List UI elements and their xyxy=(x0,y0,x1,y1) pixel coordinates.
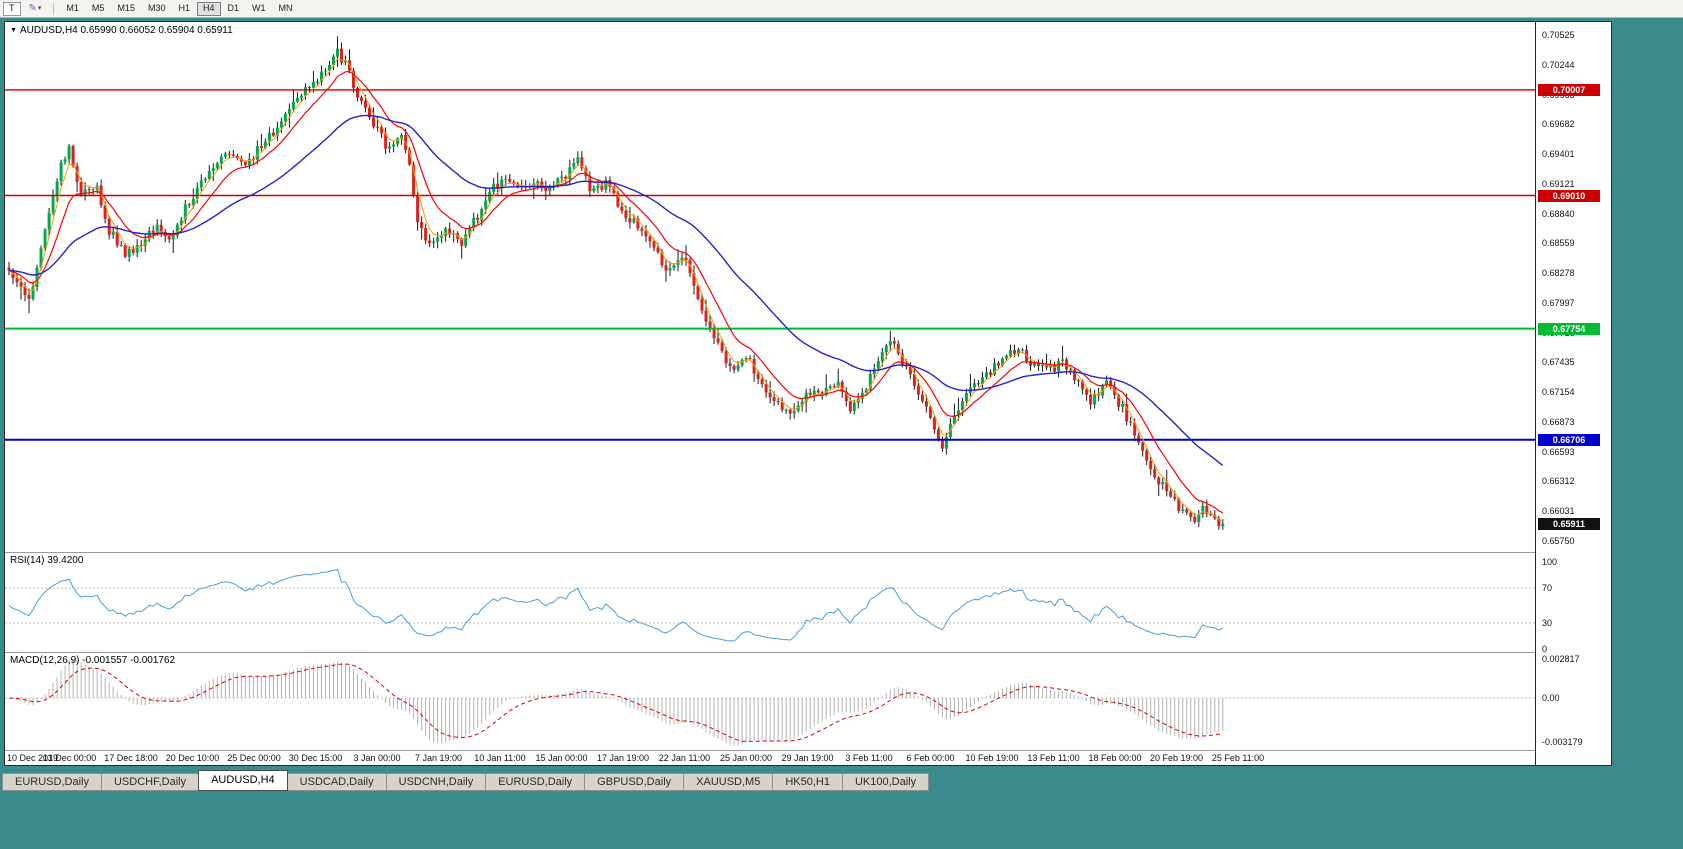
time-label: 13 Dec 00:00 xyxy=(42,753,97,763)
price-scale[interactable]: 0.705250.702440.699630.696820.694010.691… xyxy=(1535,22,1611,765)
ma-lines xyxy=(8,58,1224,522)
time-label: 10 Dec 2019 xyxy=(7,753,59,763)
time-label: 3 Jan 00:00 xyxy=(353,753,401,763)
price-tick: 0.68840 xyxy=(1542,208,1575,219)
price-tick: 0.69401 xyxy=(1542,149,1575,160)
price-tick: 0.65750 xyxy=(1542,536,1575,546)
timeframe-w1-button[interactable]: W1 xyxy=(252,3,266,13)
rsi-scale-tick: 100 xyxy=(1542,557,1558,567)
time-label: 17 Jan 19:00 xyxy=(596,753,650,763)
macd-scale-tick: -0.003179 xyxy=(1542,736,1583,747)
tab-usdcnh-daily[interactable]: USDCNH,Daily xyxy=(385,773,487,791)
timeframe-m1-button[interactable]: M1 xyxy=(66,3,79,13)
tab-uk100-daily[interactable]: UK100,Daily xyxy=(841,773,930,791)
dropdown-arrow-icon[interactable]: ▼ xyxy=(10,27,17,34)
macd-scale-tick: 0.002817 xyxy=(1542,654,1580,665)
timeframe-h4-button[interactable]: H4 xyxy=(196,1,221,16)
price-tick: 0.68559 xyxy=(1542,238,1575,249)
macd-histogram xyxy=(12,659,1224,746)
rsi-title: RSI(14) 39.4200 xyxy=(10,555,84,566)
toolbar: T ✎ ▾ M1 M5 M15 M30 H1 H4 D1 W1 MN xyxy=(0,0,1683,18)
timeframe-d1-button[interactable]: D1 xyxy=(227,3,240,13)
time-label: 30 Dec 15:00 xyxy=(288,753,343,763)
level-lines xyxy=(5,89,1535,441)
time-label: 6 Feb 00:00 xyxy=(906,753,955,763)
price-tick: 0.70244 xyxy=(1542,59,1575,70)
time-label: 13 Feb 11:00 xyxy=(1027,753,1080,763)
time-label: 10 Jan 11:00 xyxy=(474,753,526,763)
rsi-line xyxy=(8,568,1224,642)
macd-panel[interactable] xyxy=(5,653,1535,750)
macd-scale-tick: 0.00 xyxy=(1542,693,1560,703)
time-label: 18 Feb 00:00 xyxy=(1088,753,1142,763)
price-tick: 0.67997 xyxy=(1542,297,1575,308)
pen-icon: ✎ xyxy=(28,3,37,14)
macd-title: MACD(12,26,9) -0.001557 -0.001762 xyxy=(10,655,176,666)
level-price-badge[interactable]: 0.67754 xyxy=(1538,322,1600,335)
timeframe-m15-button[interactable]: M15 xyxy=(117,3,135,13)
price-tick: 0.67435 xyxy=(1542,357,1575,368)
price-tick: 0.67154 xyxy=(1542,387,1575,398)
type-tool-button[interactable]: T xyxy=(3,1,21,16)
chart-window: ▼ AUDUSD,H4 0.65990 0.66052 0.65904 0.659… xyxy=(4,21,1612,766)
candle-wicks xyxy=(8,36,1224,530)
price-tick: 0.69682 xyxy=(1542,119,1575,130)
timeframe-m30-button[interactable]: M30 xyxy=(147,3,166,13)
tab-gbpusd-daily[interactable]: GBPUSD,Daily xyxy=(584,773,685,791)
level-price-badge[interactable]: 0.66706 xyxy=(1538,433,1600,446)
time-label: 7 Jan 19:00 xyxy=(414,753,463,763)
time-label: 10 Feb 19:00 xyxy=(965,753,1019,763)
tab-hk50-h1[interactable]: HK50,H1 xyxy=(772,773,843,791)
time-axis-separator xyxy=(5,750,1535,751)
level-price-badge[interactable]: 0.69010 xyxy=(1538,189,1600,202)
price-tick: 0.70525 xyxy=(1542,30,1575,40)
tab-usdcad-daily[interactable]: USDCAD,Daily xyxy=(286,773,387,791)
time-label: 20 Dec 10:00 xyxy=(165,753,220,763)
time-axis[interactable]: 10 Dec 2019 13 Dec 00:00 17 Dec 18:00 20 De… xyxy=(5,751,1535,765)
candle-bodies xyxy=(7,48,1225,527)
tab-audusd-h4[interactable]: AUDUSD,H4 xyxy=(198,770,288,791)
time-label: 25 Dec 00:00 xyxy=(227,753,281,763)
level-price-badge[interactable]: 0.70007 xyxy=(1538,83,1600,96)
rsi-scale-tick: 70 xyxy=(1542,583,1553,594)
time-label: 17 Dec 18:00 xyxy=(104,753,158,763)
chart-tab-bar: EURUSD,Daily USDCHF,Daily AUDUSD,H4 USDCAD,… xyxy=(0,770,1683,791)
toolbar-separator xyxy=(53,2,55,15)
time-label: 22 Jan 11:00 xyxy=(658,753,711,763)
tab-xauusd-m5[interactable]: XAUUSD,M5 xyxy=(683,773,774,791)
chevron-down-icon: ▾ xyxy=(37,5,42,12)
price-tick: 0.66312 xyxy=(1542,476,1575,487)
rsi-scale-tick: 0 xyxy=(1542,644,1548,654)
price-tick: 0.66593 xyxy=(1542,446,1575,457)
time-label: 3 Feb 11:00 xyxy=(845,753,893,763)
chart-title-text: AUDUSD,H4 0.65990 0.66052 0.65904 0.6591… xyxy=(19,25,233,36)
tab-eurusd-daily[interactable]: EURUSD,Daily xyxy=(485,773,586,791)
price-tick: 0.66873 xyxy=(1542,416,1575,427)
tab-usdchf-daily[interactable]: USDCHF,Daily xyxy=(100,773,200,791)
time-label: 25 Jan 00:00 xyxy=(719,753,773,763)
timeframe-buttons: M1 M5 M15 M30 H1 H4 D1 W1 MN xyxy=(60,1,298,16)
tab-eurusd-daily[interactable]: EURUSD,Daily xyxy=(2,773,102,791)
time-label: 25 Feb 11:00 xyxy=(1211,753,1265,763)
macd-signal-line xyxy=(8,663,1223,742)
draw-tool-button[interactable]: ✎ ▾ xyxy=(23,2,48,16)
price-tick: 0.68278 xyxy=(1542,268,1575,279)
timeframe-h1-button[interactable]: H1 xyxy=(178,3,190,13)
panel-separator[interactable] xyxy=(5,652,1535,653)
price-tick: 0.66031 xyxy=(1542,506,1575,517)
candlestick-chart[interactable] xyxy=(5,22,1535,552)
time-label: 20 Feb 19:00 xyxy=(1149,753,1204,763)
rsi-panel[interactable] xyxy=(5,553,1535,652)
time-label: 29 Jan 19:00 xyxy=(781,753,834,763)
time-label: 15 Jan 00:00 xyxy=(535,753,588,763)
current-price-badge: 0.65911 xyxy=(1538,517,1600,530)
panel-separator[interactable] xyxy=(5,552,1535,553)
timeframe-mn-button[interactable]: MN xyxy=(278,3,293,13)
chart-title: ▼ AUDUSD,H4 0.65990 0.66052 0.65904 0.659… xyxy=(10,25,233,36)
rsi-scale-tick: 30 xyxy=(1542,617,1553,628)
timeframe-m5-button[interactable]: M5 xyxy=(91,3,105,13)
price-tick: 0.69121 xyxy=(1542,178,1575,189)
